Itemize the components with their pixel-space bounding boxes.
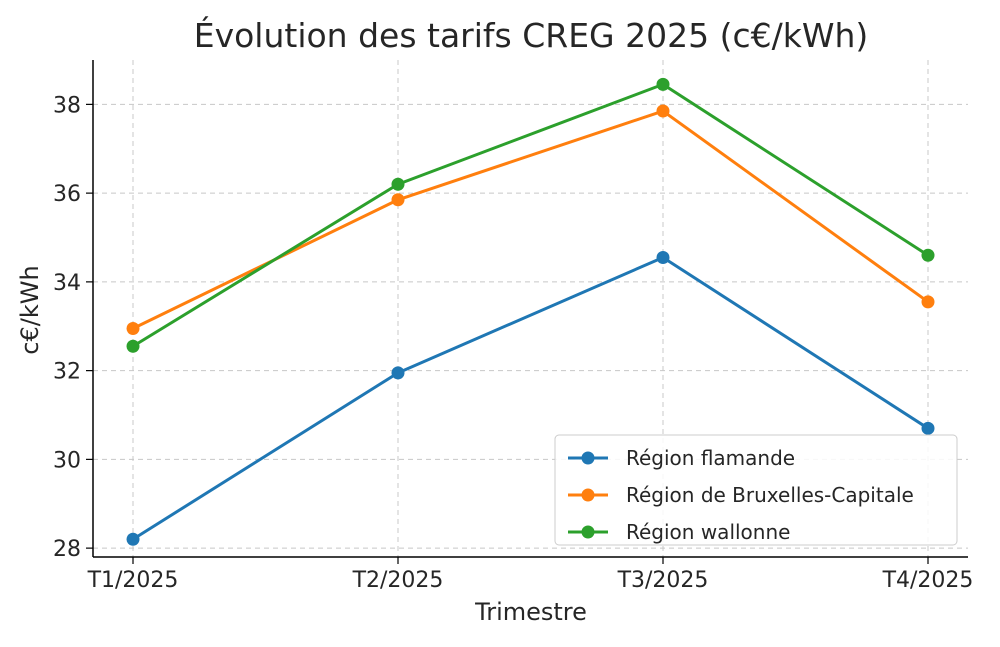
chart-title: Évolution des tarifs CREG 2025 (c€/kWh) xyxy=(194,15,869,55)
data-point xyxy=(126,339,140,353)
data-point xyxy=(656,77,670,91)
legend-items: Région flamande Région de Bruxelles-Capit… xyxy=(568,446,914,544)
x-axis-label: Trimestre xyxy=(474,598,587,626)
data-point xyxy=(126,321,140,335)
data-point xyxy=(656,104,670,118)
x-axis-ticks: T1/2025 T2/2025 T3/2025 T4/2025 xyxy=(87,557,974,593)
data-point xyxy=(391,177,405,191)
series-group xyxy=(126,77,935,353)
data-point xyxy=(391,193,405,207)
y-tick-label: 32 xyxy=(53,360,81,385)
y-tick-label: 34 xyxy=(53,271,81,296)
legend-swatch-marker xyxy=(581,488,595,502)
y-tick-label: 28 xyxy=(53,537,81,562)
x-tick-label: T2/2025 xyxy=(352,568,444,593)
axes xyxy=(92,60,968,558)
series-lines xyxy=(126,77,935,546)
y-axis-ticks: 28 30 32 34 36 38 xyxy=(53,93,93,562)
data-point xyxy=(921,248,935,262)
legend-label: Région de Bruxelles-Capitale xyxy=(626,483,914,507)
series-line xyxy=(132,82,929,348)
data-point xyxy=(921,421,935,435)
x-tick-label: T1/2025 xyxy=(87,568,179,593)
x-tick-label: T4/2025 xyxy=(882,568,974,593)
legend-label: Région flamande xyxy=(626,446,795,470)
data-point xyxy=(391,366,405,380)
series-line xyxy=(132,255,929,541)
y-tick-label: 38 xyxy=(53,93,81,118)
series-group xyxy=(126,250,935,546)
y-axis-label: c€/kWh xyxy=(16,265,44,354)
x-tick-label: T3/2025 xyxy=(617,568,709,593)
legend-swatch-marker xyxy=(581,451,595,465)
data-point xyxy=(656,250,670,264)
data-point xyxy=(921,295,935,309)
legend-label: Région wallonne xyxy=(626,520,790,544)
legend: Région flamande Région de Bruxelles-Capit… xyxy=(554,434,958,546)
data-point xyxy=(126,532,140,546)
legend-box xyxy=(554,434,958,546)
y-tick-label: 30 xyxy=(53,448,81,473)
y-tick-label: 36 xyxy=(53,182,81,207)
legend-swatch-marker xyxy=(581,525,595,539)
